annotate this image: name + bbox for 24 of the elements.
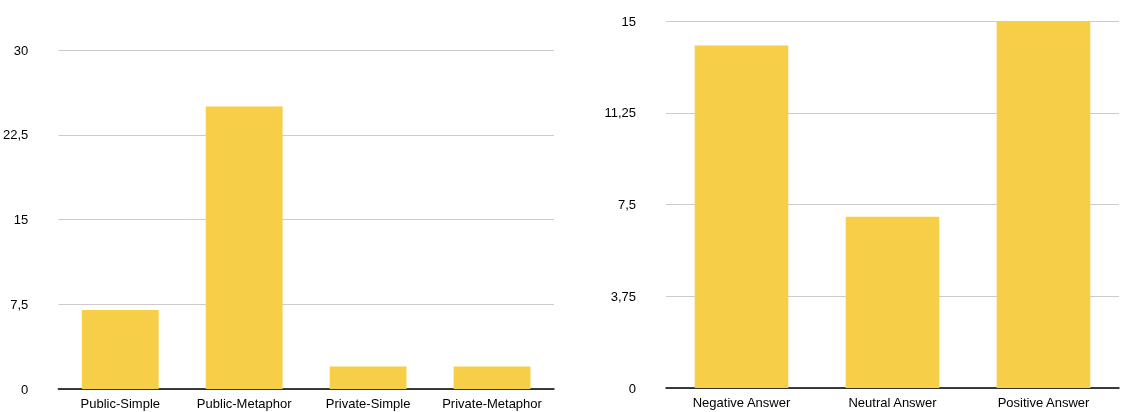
x-tick-label: Negative Answer [692,395,791,410]
x-tick-label: Neutral Answer [848,395,938,410]
y-tick-label: 7,5 [10,296,29,312]
x-tick-label: Public-Metaphor [196,396,293,411]
y-tick-label: 15 [13,212,29,227]
x-tick-label: Public-Simple [80,396,161,411]
bar [205,106,283,389]
y-tick-label: 7,5 [617,197,636,212]
y-tick-label: 30 [13,42,29,58]
y-tick-label: 22,5 [2,127,29,143]
y-tick-label: 0 [21,381,29,397]
bar [996,21,1091,388]
bar [453,366,531,389]
bar [694,45,789,388]
y-tick-label: 15 [621,13,636,29]
x-tick-label: Private-Simple [325,396,411,411]
x-tick-label: Private-Metaphor [442,396,543,411]
y-tick-label: 0 [628,380,636,396]
y-tick-label: 11,25 [604,105,636,121]
bar [845,216,940,388]
bar [81,309,159,389]
y-tick-label: 3,75 [610,288,636,304]
x-tick-label: Positive Answer [997,395,1091,410]
bar [329,366,407,389]
